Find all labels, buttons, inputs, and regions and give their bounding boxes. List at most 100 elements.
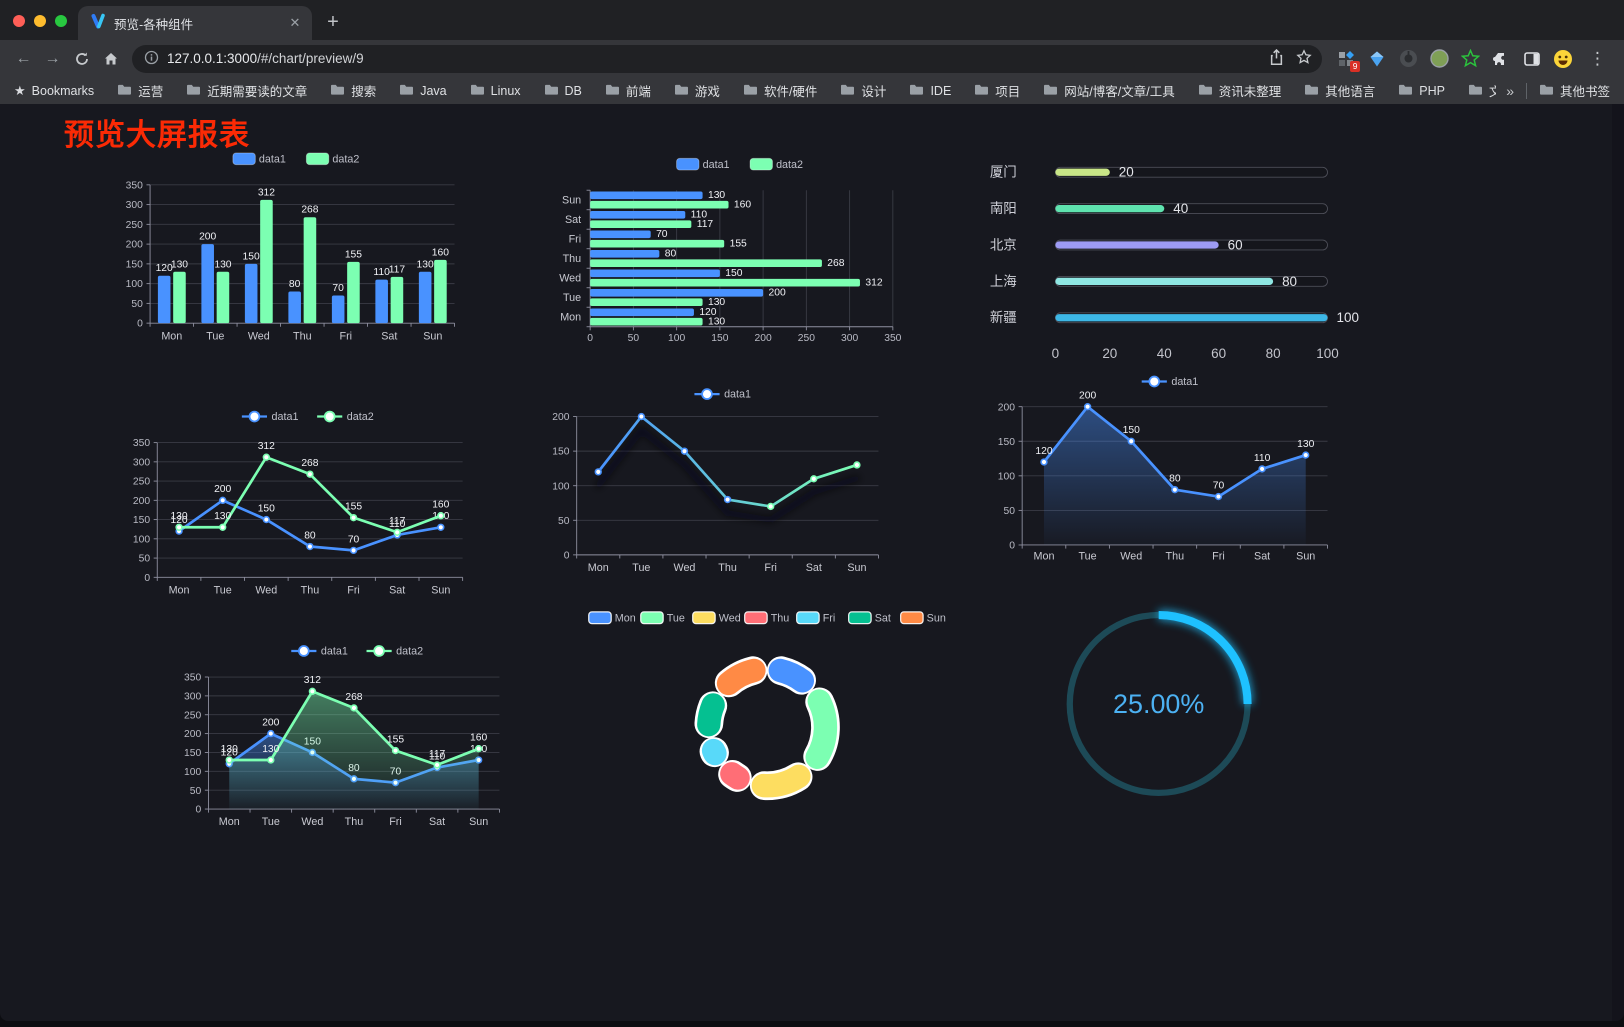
tab-close-icon[interactable]: ✕	[289, 15, 301, 30]
bookmarks-overflow-chevron[interactable]: »	[1506, 82, 1514, 99]
svg-text:120: 120	[170, 515, 187, 526]
bookmarks-label: Bookmarks	[31, 83, 95, 98]
svg-text:312: 312	[258, 187, 275, 198]
extension-gem-icon[interactable]	[1367, 49, 1387, 69]
bookmark-folder[interactable]: 设计	[840, 81, 886, 100]
forward-button[interactable]: →	[44, 49, 61, 67]
reload-button[interactable]	[68, 45, 95, 72]
chart-city-progress[interactable]: 厦门 20 南阳 40 北京 60 上海 80 新疆 100 0 20 40 60 80 100	[990, 165, 1359, 361]
svg-text:0: 0	[137, 319, 143, 330]
chart-percent-gauge[interactable]: 25.00%	[1066, 610, 1253, 797]
svg-text:250: 250	[133, 477, 150, 488]
svg-text:200: 200	[133, 496, 150, 507]
legend-item-Fri[interactable]: Fri	[796, 611, 836, 624]
chart-grouped-bar[interactable]: 0 50 100 150 200 250 300 350 Mon Tue Wed Thu Fri Sat S…	[126, 152, 455, 342]
browser-tab[interactable]: 预览-各种组件 ✕	[78, 6, 312, 40]
legend-item-data2[interactable]: data2	[366, 645, 424, 658]
svg-text:130: 130	[214, 511, 231, 522]
bookmark-folder[interactable]: 运营	[117, 81, 163, 100]
legend-item-Wed[interactable]: Wed	[692, 611, 741, 624]
bookmark-folder[interactable]: IDE	[909, 83, 951, 99]
legend-item-data1[interactable]: data1	[232, 152, 286, 165]
back-button[interactable]: ←	[15, 49, 32, 67]
bookmark-folder[interactable]: Linux	[470, 83, 521, 99]
extension-green-circle-icon[interactable]	[1429, 49, 1449, 69]
other-bookmarks-label: 其他书签	[1559, 85, 1610, 99]
svg-text:300: 300	[126, 200, 143, 211]
svg-text:150: 150	[184, 748, 201, 759]
profile-avatar[interactable]	[1553, 49, 1573, 69]
svg-text:0: 0	[196, 805, 202, 816]
bookmark-folder[interactable]: DB	[544, 83, 582, 99]
bookmark-folder[interactable]: Java	[399, 83, 447, 99]
bookmark-folder[interactable]: 游戏	[674, 81, 720, 100]
other-bookmarks-folder[interactable]: 其他书签	[1539, 81, 1610, 100]
svg-text:Sun: Sun	[562, 195, 581, 207]
chart-line-two-area[interactable]: 0 50 100 150 200 250 300 350 Mon Tue Wed Thu Fri Sat S…	[184, 645, 500, 829]
bookmark-star-icon[interactable]	[1296, 49, 1312, 68]
svg-text:data1: data1	[1171, 376, 1198, 388]
svg-text:data2: data2	[396, 646, 423, 658]
svg-text:Wed: Wed	[559, 273, 581, 285]
svg-text:Wed: Wed	[719, 612, 741, 624]
svg-text:0: 0	[564, 550, 570, 561]
legend-item-data1[interactable]: data1	[291, 645, 348, 658]
bookmark-folder[interactable]: 软件/硬件	[743, 81, 817, 100]
share-icon[interactable]	[1269, 48, 1284, 69]
chart-line-two-series[interactable]: 0 50 100 150 200 250 300 350 Mon Tue Wed Thu Fri Sat S…	[133, 410, 464, 596]
home-button[interactable]	[97, 45, 124, 72]
bookmark-folder[interactable]: 近期需要读的文章	[186, 81, 307, 100]
side-panel-icon[interactable]	[1522, 49, 1542, 69]
svg-text:Mon: Mon	[169, 584, 190, 596]
legend-item-Sat[interactable]: Sat	[848, 611, 891, 624]
chart-line-area[interactable]: 0 50 100 150 200 Mon Tue Wed Thu Fri Sat Sun 120 200 1…	[998, 375, 1328, 562]
legend-item-data1[interactable]: data1	[241, 410, 299, 423]
browser-menu-icon[interactable]: ⋮	[1589, 48, 1606, 68]
chart-line-gradient[interactable]: 0 50 100 150 200 Mon Tue Wed Thu Fri Sat Sun data1	[552, 388, 879, 574]
chart-week-donut[interactable]: Mon Tue Wed Thu Fri Sat Sun	[588, 611, 946, 800]
folder-icon	[330, 83, 345, 99]
bookmark-folder[interactable]: 网站/博客/文章/工具	[1043, 81, 1175, 100]
legend-item-Mon[interactable]: Mon	[588, 611, 636, 624]
legend-item-data2[interactable]: data2	[317, 410, 374, 423]
new-tab-button[interactable]: +	[327, 10, 339, 33]
svg-text:data1: data1	[321, 646, 348, 658]
legend-item-Sun[interactable]: Sun	[900, 611, 946, 624]
svg-text:250: 250	[126, 220, 143, 231]
extension-green-star-icon[interactable]	[1460, 49, 1480, 69]
svg-text:117: 117	[389, 264, 406, 275]
svg-text:Tue: Tue	[214, 584, 232, 596]
extension-dark-circle-icon[interactable]	[1398, 49, 1418, 69]
minimize-window-button[interactable]	[34, 15, 46, 27]
legend-item-Thu[interactable]: Thu	[744, 611, 790, 624]
bookmark-folder[interactable]: PHP	[1398, 83, 1445, 99]
bookmark-folder[interactable]: 前端	[605, 81, 651, 100]
legend-item-data1[interactable]: data1	[1141, 375, 1199, 388]
extension-grid-icon[interactable]: 9	[1336, 49, 1360, 72]
svg-text:130: 130	[170, 511, 187, 522]
site-info-icon[interactable]	[144, 50, 159, 68]
svg-text:160: 160	[470, 733, 487, 744]
svg-text:50: 50	[190, 786, 202, 797]
bookmark-folder[interactable]: 其他语言	[1304, 81, 1375, 100]
legend-item-data2[interactable]: data2	[749, 157, 803, 171]
extensions-puzzle-icon[interactable]	[1491, 49, 1511, 69]
scrollbar-track[interactable]	[1612, 104, 1624, 1021]
bookmark-folder[interactable]: 资讯未整理	[1198, 81, 1281, 100]
folder-icon	[1198, 83, 1213, 99]
legend-item-data1[interactable]: data1	[676, 157, 730, 171]
legend-item-Tue[interactable]: Tue	[640, 611, 685, 624]
legend-item-data2[interactable]: data2	[305, 152, 359, 165]
legend-item-data1[interactable]: data1	[694, 388, 751, 401]
bookmark-folder[interactable]: 项目	[974, 81, 1020, 100]
svg-text:100: 100	[1316, 346, 1338, 361]
close-window-button[interactable]	[13, 15, 25, 27]
bookmark-folder[interactable]: 搜索	[330, 81, 376, 100]
zoom-window-button[interactable]	[55, 15, 67, 27]
address-bar[interactable]: 127.0.0.1:3000/#/chart/preview/9	[132, 44, 1322, 73]
svg-text:100: 100	[1337, 310, 1359, 325]
bookmark-folder[interactable]: 文件服务器	[1468, 81, 1496, 100]
bookmarks-app-item[interactable]: ★ Bookmarks	[14, 83, 94, 99]
svg-text:Thu: Thu	[1166, 550, 1185, 562]
